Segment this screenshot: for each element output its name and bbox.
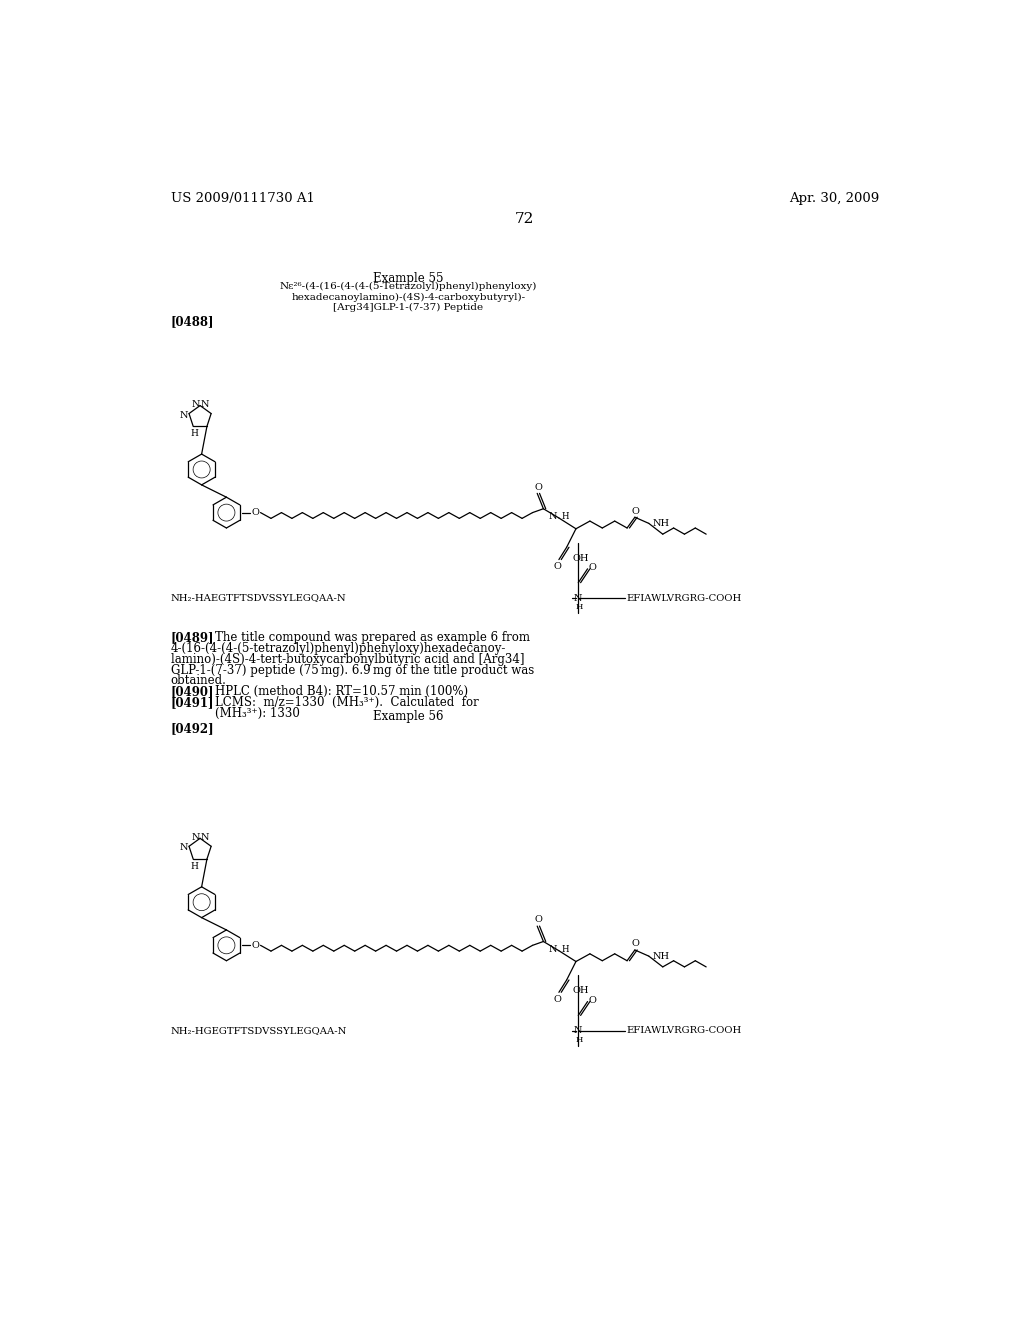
Text: O: O [588,995,596,1005]
Text: (MH₃³⁺): 1330: (MH₃³⁺): 1330 [215,706,300,719]
Text: O: O [535,916,542,924]
Text: N: N [179,843,187,853]
Text: The title compound was prepared as example 6 from: The title compound was prepared as examp… [215,631,529,644]
Text: Apr. 30, 2009: Apr. 30, 2009 [790,193,880,206]
Text: O: O [553,995,561,1003]
Text: 72: 72 [515,213,535,226]
Text: O: O [632,940,640,948]
Text: [0492]: [0492] [171,722,214,735]
Text: H: H [190,862,198,871]
Text: O: O [251,508,259,517]
Text: Example 56: Example 56 [374,710,443,723]
Text: Nε²⁶-(4-(16-(4-(4-(5-Tetrazolyl)phenyl)phenyloxy): Nε²⁶-(4-(16-(4-(4-(5-Tetrazolyl)phenyl)p… [280,282,538,292]
Text: N: N [191,833,200,842]
Text: [0488]: [0488] [171,315,214,329]
Text: O: O [553,562,561,572]
Text: O: O [535,483,542,491]
Text: N: N [201,833,209,842]
Text: O: O [588,562,596,572]
Text: lamino)-(4S)-4-tert-butoxycarbonylbutyric acid and [Arg34]: lamino)-(4S)-4-tert-butoxycarbonylbutyri… [171,653,524,665]
Text: NH₂-HAEGTFTSDVSSYLEGQAA-N: NH₂-HAEGTFTSDVSSYLEGQAA-N [171,594,346,602]
Text: N: N [549,512,557,521]
Text: [0490]: [0490] [171,685,214,698]
Text: N: N [191,400,200,409]
Text: NH: NH [652,519,670,528]
Text: O: O [251,941,259,950]
Text: EFIAWLVRGRG-COOH: EFIAWLVRGRG-COOH [627,1027,741,1035]
Text: H: H [575,603,583,611]
Text: hexadecanoylamino)-(4S)-4-carboxybutyryl)-: hexadecanoylamino)-(4S)-4-carboxybutyryl… [292,293,525,301]
Text: [0489]: [0489] [171,631,214,644]
Text: H: H [562,945,569,953]
Text: HPLC (method B4): RT=10.57 min (100%): HPLC (method B4): RT=10.57 min (100%) [215,685,468,698]
Text: H: H [562,512,569,521]
Text: OH: OH [572,553,590,562]
Text: GLP-1-(7-37) peptide (75 mg). 6.9 mg of the title product was: GLP-1-(7-37) peptide (75 mg). 6.9 mg of … [171,664,534,677]
Text: NH₂-HGEGTFTSDVSSYLEGQAA-N: NH₂-HGEGTFTSDVSSYLEGQAA-N [171,1027,347,1035]
Text: US 2009/0111730 A1: US 2009/0111730 A1 [171,193,314,206]
Text: H: H [575,1036,583,1044]
Text: N: N [201,400,209,409]
Text: O: O [632,507,640,516]
Text: N: N [179,411,187,420]
Text: OH: OH [572,986,590,995]
Text: EFIAWLVRGRG-COOH: EFIAWLVRGRG-COOH [627,594,741,602]
Text: N: N [574,594,583,602]
Text: [0491]: [0491] [171,696,214,709]
Text: N: N [574,1027,583,1035]
Text: H: H [190,429,198,438]
Text: NH: NH [652,952,670,961]
Text: N: N [549,945,557,953]
Text: Example 55: Example 55 [374,272,443,285]
Text: LCMS:  m/z=1330  (MH₃³⁺).  Calculated  for: LCMS: m/z=1330 (MH₃³⁺). Calculated for [215,696,478,709]
Text: 4-(16-(4-(4-(5-tetrazolyl)phenyl)phenyloxy)hexadecanoy-: 4-(16-(4-(4-(5-tetrazolyl)phenyl)phenylo… [171,642,506,655]
Text: [Arg34]GLP-1-(7-37) Peptide: [Arg34]GLP-1-(7-37) Peptide [334,302,483,312]
Text: obtained.: obtained. [171,675,226,688]
